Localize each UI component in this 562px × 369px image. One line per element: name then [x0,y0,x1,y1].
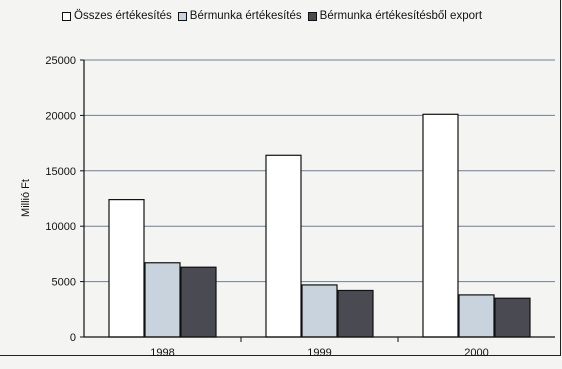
y-tick-label: 0 [70,332,76,344]
axes [80,59,555,342]
legend-swatch-contract-sales [177,11,187,21]
y-axis-label: Millió Ft [20,179,32,217]
x-tick-label: 1998 [150,347,174,359]
legend-label-contract-sales: Bérmunka értékesítés [189,10,302,22]
bar-1998-series-1 [108,199,145,338]
bar-1998-series-3 [180,266,217,338]
legend-item-contract-export: Bérmunka értékesítésből export [307,10,483,22]
gridlines [84,59,555,283]
legend-label-contract-export: Bérmunka értékesítésből export [319,10,483,22]
legend-item-contract-sales: Bérmunka értékesítés [177,10,302,22]
bar-2000-series-2 [458,294,495,338]
chart-legend: Összes értékesítés Bérmunka értékesítés … [62,10,488,22]
bar-1999-series-3 [337,289,374,338]
bar-1999-series-2 [301,284,338,338]
legend-swatch-total-sales [62,11,71,21]
bar-2000-series-1 [422,113,459,338]
y-tick-label: 15000 [45,166,76,178]
x-tick-label: 2000 [464,347,488,359]
tick-labels: 0 5000 10000 15000 20000 25000 1998 1999 2000 [45,55,488,359]
y-tick-label: 5000 [52,277,76,289]
y-tick-label: 25000 [45,55,76,67]
bar-2000-series-3 [494,297,531,338]
bars [108,113,531,338]
bar-1998-series-2 [144,262,181,338]
y-tick-label: 10000 [45,221,76,233]
y-tick-label: 20000 [45,110,76,122]
bar-1999-series-1 [265,154,302,338]
chart-frame [0,0,561,356]
x-tick-label: 1999 [307,347,331,359]
legend-swatch-contract-export [307,11,317,21]
legend-item-total-sales: Összes értékesítés [62,10,172,22]
legend-label-total-sales: Összes értékesítés [74,10,172,22]
